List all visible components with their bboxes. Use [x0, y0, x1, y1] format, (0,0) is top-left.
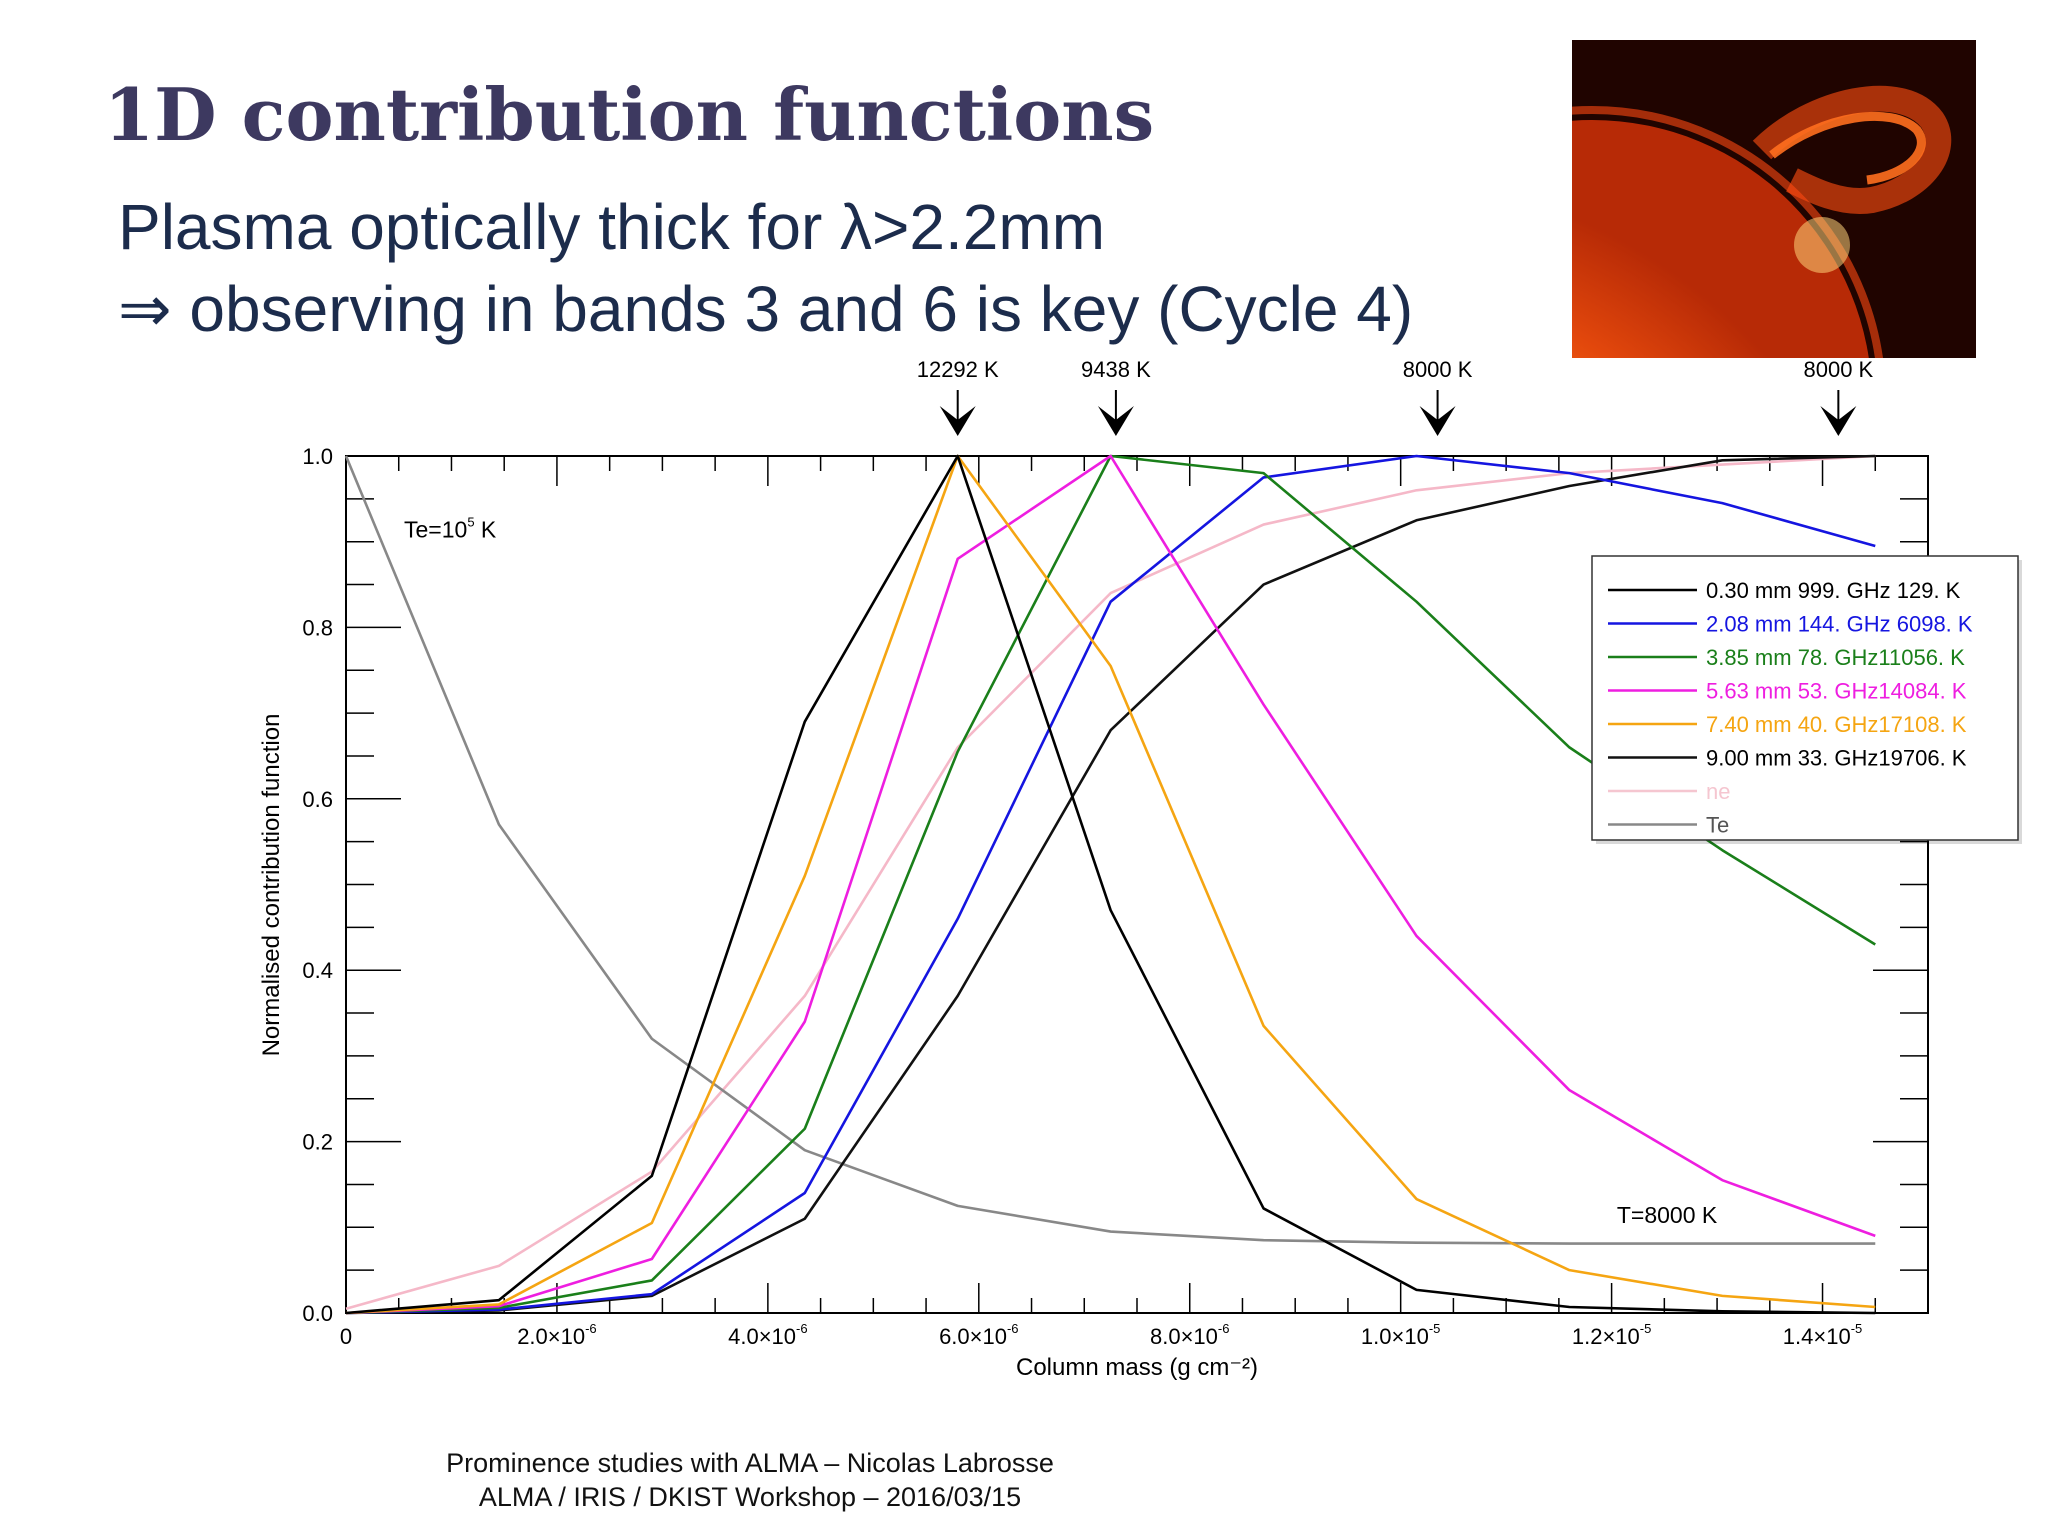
x-tick-label: 1.2×10-5 — [1572, 1321, 1651, 1349]
x-tick-label: 6.0×10-6 — [939, 1321, 1018, 1349]
annotations: Te=105 K T=8000 K — [404, 514, 1718, 1228]
legend-label: 5.63 mm 53. GHz14084. K — [1706, 679, 1967, 704]
axis-ticks: 0 2.0×10-6 4.0×10-6 6.0×10-6 8.0×10-6 1.0×10-… — [302, 444, 1929, 1349]
contribution-function-chart: 0 2.0×10-6 4.0×10-6 6.0×10-6 8.0×10-6 1.0×10-… — [258, 357, 2022, 1381]
legend-label: 0.30 mm 999. GHz 129. K — [1706, 578, 1961, 603]
plot-annotation: T=8000 K — [1617, 1202, 1718, 1228]
series-line-7.40 — [345, 454, 1876, 1315]
down-arrow-icon — [1820, 406, 1857, 436]
legend-box — [1591, 555, 2019, 841]
footer-line-2: ALMA / IRIS / DKIST Workshop – 2016/03/1… — [478, 1482, 1022, 1512]
y-tick-label: 0.8 — [302, 615, 333, 640]
legend-label: 3.85 mm 78. GHz11056. K — [1706, 645, 1965, 670]
plot-annotation: Te=105 K — [404, 514, 497, 542]
legend-label: 7.40 mm 40. GHz17108. K — [1706, 712, 1967, 737]
legend: 0.30 mm 999. GHz 129. K 2.08 mm 144. GHz … — [1591, 555, 2022, 844]
x-tick-label: 2.0×10-6 — [517, 1321, 596, 1349]
arrow-temperature-label: 12292 K — [917, 357, 999, 382]
temperature-arrows: 12292 K 9438 K 8000 K 8000 K — [917, 357, 1874, 436]
x-tick-label: 8.0×10-6 — [1150, 1321, 1229, 1349]
y-tick-label: 0.4 — [302, 958, 333, 983]
series-line-2.08 — [345, 454, 1876, 1315]
solar-prominence-photo — [1572, 40, 1976, 358]
legend-label: Te — [1706, 813, 1729, 838]
x-tick-label: 1.0×10-5 — [1361, 1321, 1440, 1349]
x-tick-label: 1.4×10-5 — [1783, 1321, 1862, 1349]
series-line-9.00 — [345, 454, 1876, 1315]
x-tick-label: 0 — [340, 1324, 352, 1349]
y-tick-label: 1.0 — [302, 444, 333, 469]
series-line-ne — [345, 454, 1876, 1310]
y-tick-label: 0.6 — [302, 787, 333, 812]
legend-label: 2.08 mm 144. GHz 6098. K — [1706, 612, 1973, 637]
down-arrow-icon — [1419, 406, 1456, 436]
legend-label: 9.00 mm 33. GHz19706. K — [1706, 746, 1967, 771]
arrow-temperature-label: 9438 K — [1081, 357, 1151, 382]
down-arrow-icon — [939, 406, 976, 436]
subtitle-line-2: ⇒ observing in bands 3 and 6 is key (Cyc… — [118, 273, 1414, 345]
down-arrow-icon — [1097, 406, 1134, 436]
y-tick-label: 0.2 — [302, 1130, 333, 1155]
slide-title: 1D contribution functions — [104, 72, 1155, 157]
x-tick-label: 4.0×10-6 — [728, 1321, 807, 1349]
y-axis-label: Normalised contribution function — [258, 714, 285, 1057]
subtitle-line-1: Plasma optically thick for λ>2.2mm — [118, 191, 1105, 263]
legend-label: ne — [1706, 779, 1730, 804]
y-tick-label: 0.0 — [302, 1301, 333, 1326]
x-axis-label: Column mass (g cm⁻²) — [1016, 1354, 1258, 1381]
series-line-5.63 — [345, 454, 1876, 1315]
series-line-0.30 — [345, 454, 1876, 1315]
arrow-temperature-label: 8000 K — [1803, 357, 1873, 382]
series-line-Te — [344, 455, 1876, 1245]
arrow-temperature-label: 8000 K — [1403, 357, 1473, 382]
footer-line-1: Prominence studies with ALMA – Nicolas L… — [446, 1448, 1054, 1478]
